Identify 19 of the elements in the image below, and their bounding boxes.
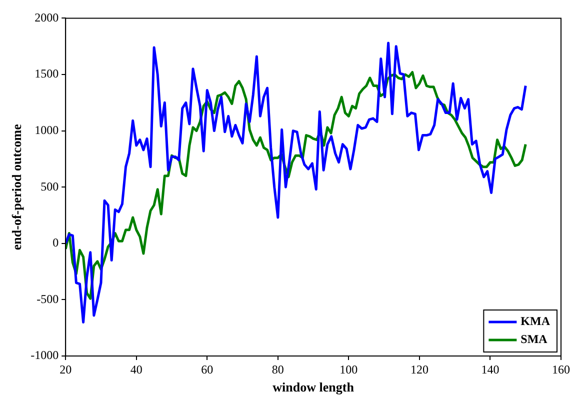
y-tick-label: 500 [40,179,59,194]
x-tick-label: 120 [410,362,428,376]
x-tick-label: 40 [130,362,142,376]
x-tick-label: 100 [340,362,358,376]
x-tick-label: 20 [60,362,72,376]
x-tick-label: 60 [201,362,214,376]
y-tick-label: -1000 [30,348,59,362]
y-tick-label: 0 [52,236,59,250]
legend-label: SMA [520,332,548,346]
y-tick-label: 1000 [34,122,59,137]
x-tick-label: 160 [552,362,570,376]
legend-label: KMA [520,314,550,328]
x-tick-label: 80 [272,362,284,376]
y-tick-label: 2000 [34,10,59,24]
y-tick-label: -500 [36,292,59,306]
x-tick-label: 140 [481,362,500,376]
x-axis-title: window length [272,380,355,395]
y-axis-title: end-of-period outcome [9,124,24,250]
y-tick-label: 1500 [34,66,59,81]
